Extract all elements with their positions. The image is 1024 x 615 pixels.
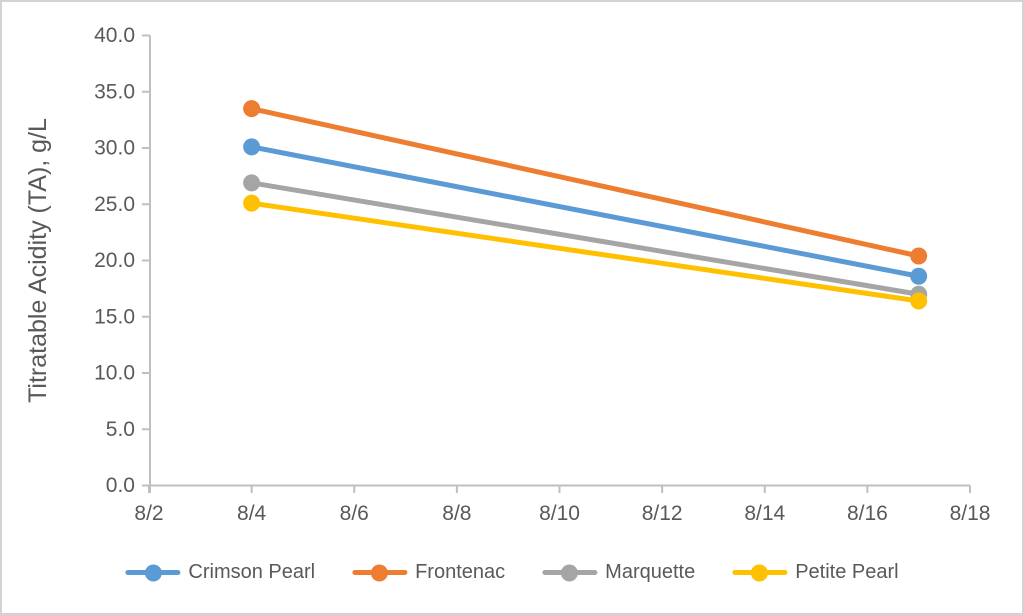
series-line-crimson-pearl	[249, 144, 922, 279]
legend-item-crimson-pearl: Crimson Pearl	[125, 561, 315, 584]
legend-label: Petite Pearl	[795, 561, 899, 583]
x-tick-label: 8/2	[134, 502, 163, 525]
y-axis-title: Titratable Acidity (TA), g/L	[24, 118, 52, 403]
data-point-petite-pearl	[910, 292, 928, 310]
x-tick-label: 8/14	[744, 502, 785, 525]
series-line-marquette	[249, 180, 922, 297]
y-tick-label: 10.0	[94, 362, 135, 385]
legend-dot	[144, 564, 162, 581]
legend-marker-icon	[125, 563, 181, 583]
y-tick-label: 30.0	[94, 137, 135, 160]
x-tick-label: 8/16	[847, 502, 888, 525]
axes: 0.0 5.0 10.0 15.0 20.0 25.0 30.0 35.0 40.0 8/2 8/4…	[94, 24, 990, 525]
legend-dot	[371, 564, 389, 581]
legend-item-marquette: Marquette	[542, 561, 695, 584]
x-tick-label: 8/18	[950, 502, 991, 525]
legend-item-frontenac: Frontenac	[352, 561, 505, 584]
x-tick-label: 8/8	[442, 502, 471, 525]
legend-label: Crimson Pearl	[188, 561, 316, 583]
legend-marker-icon	[732, 563, 788, 583]
x-tick-label: 8/12	[642, 502, 683, 525]
x-tick-label: 8/10	[539, 502, 580, 525]
y-tick-label: 35.0	[94, 80, 135, 103]
data-point-frontenac	[243, 100, 261, 118]
x-tick-label: 8/4	[237, 502, 267, 525]
data-point-marquette	[243, 174, 261, 192]
data-point-frontenac	[910, 247, 928, 265]
legend-item-petite-pearl: Petite Pearl	[732, 561, 899, 584]
series-lines	[243, 100, 928, 310]
data-point-petite-pearl	[243, 194, 261, 212]
series-line-petite-pearl	[249, 200, 922, 304]
legend-label: Frontenac	[415, 561, 506, 583]
data-point-crimson-pearl	[243, 138, 261, 156]
y-tick-label: 15.0	[94, 305, 135, 328]
legend-dot	[751, 564, 769, 581]
y-tick-label: 20.0	[94, 249, 135, 272]
series-line-frontenac	[249, 106, 922, 259]
data-point-crimson-pearl	[910, 267, 928, 285]
y-tick-label: 25.0	[94, 193, 135, 216]
legend-marker-icon	[352, 563, 408, 583]
legend-dot	[561, 564, 579, 581]
legend: Crimson Pearl Frontenac Marquette Petite Pe…	[125, 561, 899, 584]
y-tick-label: 40.0	[94, 24, 135, 47]
y-tick-label: 0.0	[106, 474, 135, 497]
x-tick-label: 8/6	[340, 502, 369, 525]
legend-label: Marquette	[605, 561, 696, 583]
legend-marker-icon	[542, 563, 598, 583]
y-tick-label: 5.0	[106, 418, 135, 441]
